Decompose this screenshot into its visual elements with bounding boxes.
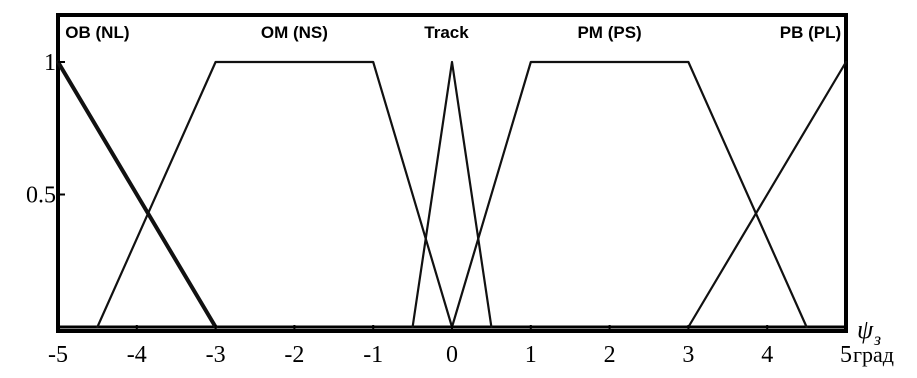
x-tick-label: -5 <box>48 342 68 368</box>
series-label-pb-pl: PB (PL) <box>780 23 841 42</box>
x-tick-label: -1 <box>363 342 383 368</box>
x-tick-label: 3 <box>682 342 694 368</box>
x-tick-label: 4 <box>761 342 773 368</box>
axis-layer: ψ з град -5 -4 -3 -2 -1 0 1 2 3 4 5 0.5 1 <box>26 50 894 368</box>
y-tick-label: 1 <box>44 50 56 76</box>
x-axis-unit: град <box>853 342 894 367</box>
series-line-pm-ps <box>450 60 808 329</box>
x-tick-label: 5 <box>840 342 852 368</box>
series-layer <box>56 60 848 329</box>
x-tick-label: 1 <box>525 342 537 368</box>
x-tick-label: 2 <box>604 342 616 368</box>
y-tick-label: 0.5 <box>26 183 56 209</box>
series-label-om-ns: OM (NS) <box>261 23 328 42</box>
series-label-ob-nl: OB (NL) <box>65 23 129 42</box>
series-line-om-ns <box>96 60 454 329</box>
series-line-ob-nl <box>56 60 218 329</box>
series-label-pm-ps: PM (PS) <box>577 23 641 42</box>
series-label-track: Track <box>424 23 469 42</box>
x-tick-label: -3 <box>206 342 226 368</box>
x-tick-label: 0 <box>446 342 458 368</box>
x-tick-label: -2 <box>284 342 304 368</box>
series-line-track <box>411 60 493 329</box>
series-line-pb-pl <box>687 60 848 329</box>
x-axis-symbol-subscript: з <box>873 329 881 349</box>
x-axis-symbol: ψ <box>857 315 874 344</box>
label-layer: OB (NL) OM (NS) Track PM (PS) PB (PL) <box>65 23 841 42</box>
x-tick-label: -4 <box>127 342 147 368</box>
